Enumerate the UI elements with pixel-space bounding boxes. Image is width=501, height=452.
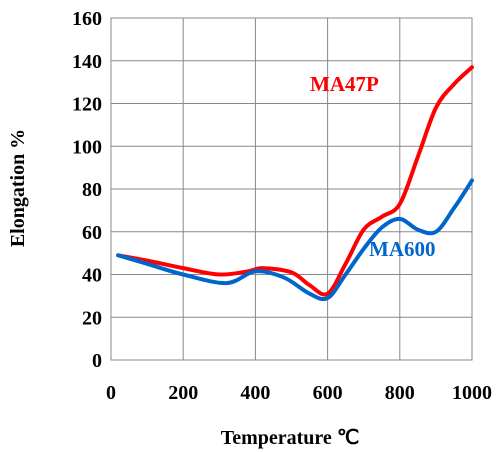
x-tick-label: 800 xyxy=(385,382,415,404)
y-axis-ticks: 0 20 40 60 80 100 120 140 160 xyxy=(72,8,102,372)
y-tick-label: 120 xyxy=(72,94,102,116)
x-axis-ticks: 0 200 400 600 800 1000 xyxy=(106,382,492,404)
y-tick-label: 140 xyxy=(72,51,102,73)
y-tick-label: 160 xyxy=(72,8,102,30)
plot-area xyxy=(110,17,473,361)
series-label-ma600: MA600 xyxy=(369,237,436,261)
x-tick-label: 400 xyxy=(240,382,270,404)
grid-lines xyxy=(110,17,473,361)
y-tick-label: 80 xyxy=(82,179,102,201)
series-layer xyxy=(116,65,474,302)
y-axis-label: Elongation % xyxy=(7,129,29,247)
series-label-ma47p: MA47P xyxy=(310,72,379,96)
x-tick-label: 600 xyxy=(313,382,343,404)
series-line-ma47p xyxy=(116,65,474,297)
series-labels: MA47P MA600 xyxy=(310,72,436,261)
y-tick-label: 0 xyxy=(92,350,102,372)
x-axis-label: Temperature ℃ xyxy=(221,427,360,449)
series-line-ma600 xyxy=(116,178,474,302)
x-tick-label: 200 xyxy=(168,382,198,404)
x-tick-label: 0 xyxy=(106,382,116,404)
y-tick-label: 20 xyxy=(82,307,102,329)
y-tick-label: 100 xyxy=(72,136,102,158)
y-tick-label: 60 xyxy=(82,222,102,244)
x-tick-label: 1000 xyxy=(452,382,492,404)
y-tick-label: 40 xyxy=(82,265,102,287)
